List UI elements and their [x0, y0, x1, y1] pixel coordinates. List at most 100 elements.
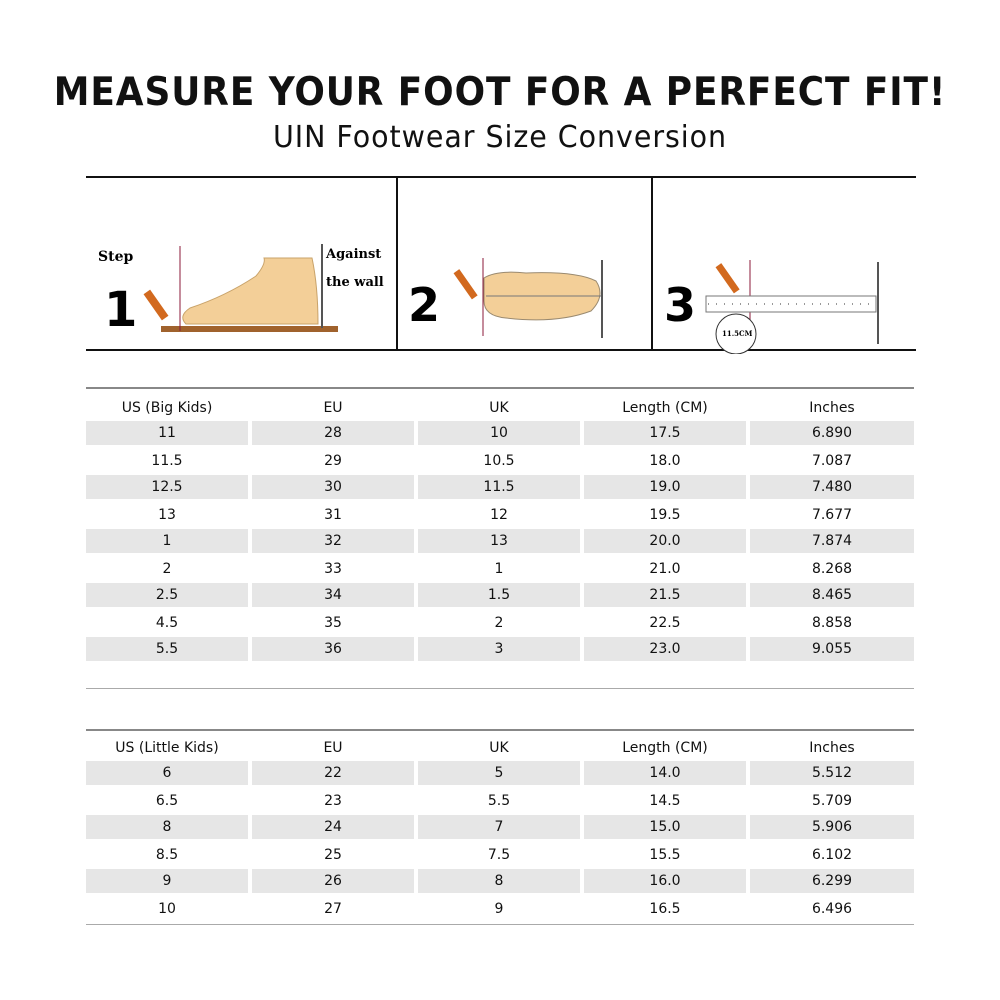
col-us: US (Little Kids) — [115, 740, 219, 756]
table-cell: 6.299 — [750, 869, 914, 893]
table-cell: 13 — [418, 529, 580, 553]
col-inches: Inches — [809, 740, 855, 756]
table-cell: 13 — [158, 506, 176, 523]
table-cell: 8 — [86, 815, 248, 839]
table-cell: 8 — [418, 869, 580, 893]
table-row: 13 31 12 19.5 7.677 — [86, 501, 914, 528]
measurement-label: 11.5CM — [722, 329, 753, 338]
table-row: 8 24 7 15.0 5.906 — [86, 814, 914, 841]
table-row: 2 33 1 21.0 8.268 — [86, 555, 914, 582]
table-cell: 11 — [86, 421, 248, 445]
table-cell: 20.0 — [584, 529, 746, 553]
table-cell: 19.5 — [649, 506, 681, 523]
table-cell: 8.465 — [750, 583, 914, 607]
step-number-1: 1 — [104, 282, 137, 338]
col-uk: UK — [489, 740, 509, 756]
table-cell: 9 — [86, 869, 248, 893]
table-cell: 8.268 — [811, 560, 853, 577]
table-row: 10 27 9 16.5 6.496 — [86, 895, 914, 922]
table-cell: 9 — [494, 900, 504, 917]
little-kids-size-table: US (Little Kids) EU UK Length (CM) Inche… — [86, 736, 914, 922]
table-cell: 5.709 — [811, 792, 853, 809]
table-cell: 28 — [252, 421, 414, 445]
table-cell: 21.5 — [584, 583, 746, 607]
table-cell: 24 — [252, 815, 414, 839]
page-title: MEASURE YOUR FOOT FOR A PERFECT FIT! — [53, 70, 947, 115]
table-cell: 29 — [324, 452, 342, 469]
table-cell: 30 — [252, 475, 414, 499]
col-us: US (Big Kids) — [121, 400, 213, 416]
table-row: 11.5 29 10.5 18.0 7.087 — [86, 447, 914, 474]
table-cell: 12.5 — [86, 475, 248, 499]
table-cell: 7.087 — [811, 452, 853, 469]
table-cell: 36 — [252, 637, 414, 661]
table-row: 4.5 35 2 22.5 8.858 — [86, 609, 914, 636]
table-cell: 5.5 — [487, 792, 511, 809]
table-row: 2.5 34 1.5 21.5 8.465 — [86, 582, 914, 609]
table-cell: 10.5 — [483, 452, 515, 469]
wall-label-line1: Against — [325, 247, 381, 262]
table-cell: 2 — [162, 560, 172, 577]
table-row: 6 22 5 14.0 5.512 — [86, 760, 914, 787]
table-header: US (Big Kids) EU UK Length (CM) Inches — [86, 396, 914, 420]
col-length: Length (CM) — [622, 740, 708, 756]
table-cell: 23 — [324, 792, 342, 809]
table-cell: 31 — [324, 506, 342, 523]
table-row: 8.5 25 7.5 15.5 6.102 — [86, 841, 914, 868]
ruler-icon: 11.5CM — [705, 260, 879, 354]
table-cell: 11.5 — [151, 452, 183, 469]
table-cell: 6.5 — [155, 792, 179, 809]
wall-label-line2: the wall — [326, 275, 384, 290]
table-cell: 11.5 — [418, 475, 580, 499]
table-cell: 7.874 — [750, 529, 914, 553]
table-cell: 27 — [324, 900, 342, 917]
table-cell: 22.5 — [649, 614, 681, 631]
table-row: 5.5 36 3 23.0 9.055 — [86, 636, 914, 663]
table-row: 1 32 13 20.0 7.874 — [86, 528, 914, 555]
table-cell: 16.5 — [649, 900, 681, 917]
table-cell: 32 — [252, 529, 414, 553]
table-cell: 1 — [86, 529, 248, 553]
table-cell: 10 — [418, 421, 580, 445]
table-cell: 25 — [324, 846, 342, 863]
table-cell: 7.480 — [750, 475, 914, 499]
table-cell: 2.5 — [86, 583, 248, 607]
table-cell: 26 — [252, 869, 414, 893]
table-cell: 3 — [418, 637, 580, 661]
table-cell: 6 — [86, 761, 248, 785]
col-uk: UK — [489, 400, 509, 416]
step-number-3: 3 — [664, 278, 696, 332]
table-cell: 6.890 — [750, 421, 914, 445]
table-row: 6.5 23 5.5 14.5 5.709 — [86, 787, 914, 814]
table-cell: 7.5 — [487, 846, 511, 863]
table-row: 11 28 10 17.5 6.890 — [86, 420, 914, 447]
table-cell: 22 — [252, 761, 414, 785]
table-cell: 5 — [418, 761, 580, 785]
table-cell: 6.102 — [811, 846, 853, 863]
table-cell: 7.677 — [811, 506, 853, 523]
table-cell: 2 — [494, 614, 504, 631]
col-eu: EU — [323, 400, 343, 416]
table-cell: 15.0 — [584, 815, 746, 839]
step-number-2: 2 — [408, 278, 440, 332]
table-cell: 9.055 — [750, 637, 914, 661]
table-cell: 15.5 — [649, 846, 681, 863]
foot-side-icon: Against the wall — [143, 244, 384, 332]
pencil-icon — [143, 289, 169, 321]
table-cell: 1 — [494, 560, 504, 577]
table-cell: 10 — [158, 900, 176, 917]
page-subtitle: UIN Footwear Size Conversion — [272, 120, 728, 155]
table-row: 9 26 8 16.0 6.299 — [86, 868, 914, 895]
step-label: Step — [98, 249, 133, 265]
big-kids-size-table: US (Big Kids) EU UK Length (CM) Inches 1… — [86, 396, 914, 663]
table-cell: 23.0 — [584, 637, 746, 661]
table-cell: 33 — [324, 560, 342, 577]
col-eu: EU — [323, 740, 343, 756]
table-cell: 5.512 — [750, 761, 914, 785]
table-header: US (Little Kids) EU UK Length (CM) Inche… — [86, 736, 914, 760]
table-cell: 5.5 — [86, 637, 248, 661]
table-cell: 1.5 — [418, 583, 580, 607]
table-cell: 4.5 — [155, 614, 179, 631]
table-cell: 8.858 — [811, 614, 853, 631]
table-cell: 14.0 — [584, 761, 746, 785]
